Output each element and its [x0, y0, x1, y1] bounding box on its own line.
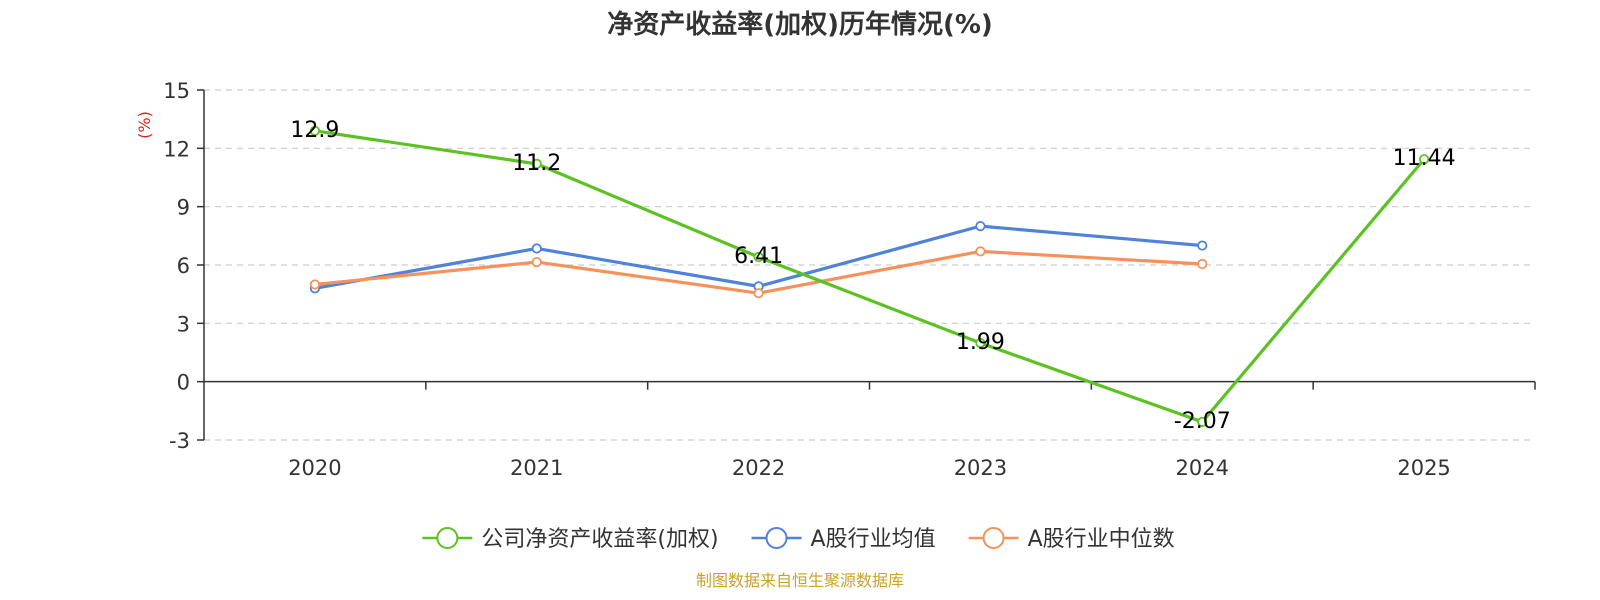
- x-tick-label: 2020: [288, 456, 341, 480]
- series-0: [309, 125, 1430, 428]
- data-label: 1.99: [956, 330, 1005, 355]
- y-tick-label: 3: [177, 312, 190, 336]
- data-point: [309, 279, 321, 290]
- data-point: [1418, 154, 1430, 165]
- source-note: 制图数据来自恒生聚源数据库: [696, 571, 904, 590]
- data-point: [1197, 240, 1208, 251]
- y-tick-label: 9: [177, 196, 190, 220]
- data-point: [753, 251, 764, 263]
- legend-item-0: 公司净资产收益率(加权): [422, 527, 719, 552]
- y-axis-label: (%): [135, 111, 154, 139]
- data-point: [531, 158, 542, 169]
- legend-label: 公司净资产收益率(加权): [481, 527, 718, 552]
- data-point: [531, 256, 542, 268]
- y-tick-label: 12: [163, 137, 190, 161]
- x-tick-label: 2023: [954, 456, 1007, 480]
- data-point: [753, 288, 764, 299]
- y-tick-label: 0: [177, 371, 190, 395]
- data-point: [309, 125, 321, 136]
- y-tick-label: -3: [169, 429, 190, 453]
- data-point: [1197, 416, 1208, 428]
- data-point: [1197, 258, 1208, 270]
- legend-label: A股行业均值: [811, 527, 936, 552]
- series-line: [314, 129, 1426, 424]
- data-point: [975, 246, 986, 257]
- data-label: 12.9: [290, 118, 339, 143]
- chart-title: 净资产收益率(加权)历年情况(%): [607, 9, 993, 40]
- data-label: 6.41: [734, 244, 783, 269]
- data-label: 11.44: [1393, 146, 1456, 171]
- x-tick-label: 2022: [732, 456, 785, 480]
- x-tick-label: 2025: [1397, 456, 1450, 480]
- legend: 公司净资产收益率(加权) A股行业均值 A股行业中位数: [422, 527, 1175, 552]
- legend-marker: [982, 527, 1005, 549]
- series-2: [309, 246, 1208, 299]
- data-labels: 12.9 11.2 6.41 1.99 -2.07 11.44: [290, 118, 1455, 434]
- x-tick-label: 2021: [510, 456, 563, 480]
- y-tick-label: 6: [177, 254, 190, 278]
- grid-lines: [204, 89, 1535, 441]
- legend-marker: [436, 527, 459, 549]
- data-label: 11.2: [512, 151, 561, 176]
- legend-marker: [765, 527, 788, 549]
- legend-item-2: A股行业中位数: [968, 527, 1175, 552]
- legend-label: A股行业中位数: [1028, 527, 1175, 552]
- data-point: [975, 337, 986, 349]
- x-tick-label: 2024: [1176, 456, 1229, 480]
- data-label: -2.07: [1174, 409, 1231, 434]
- axes: -3 0 3 6 9 12 15 2020 2021 2022 2023 2024 2025: [163, 79, 1536, 480]
- data-point: [975, 221, 986, 232]
- data-point: [531, 243, 542, 254]
- y-tick-label: 15: [163, 79, 190, 103]
- series: [309, 125, 1430, 428]
- legend-item-1: A股行业均值: [751, 527, 936, 552]
